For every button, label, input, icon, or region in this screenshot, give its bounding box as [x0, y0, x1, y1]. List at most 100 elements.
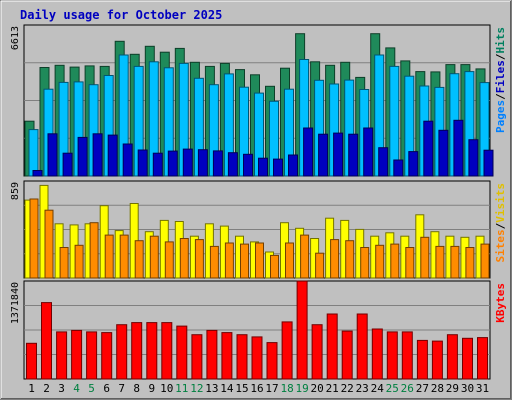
bar-sites-day-14	[224, 242, 234, 279]
bar-files-day-1	[28, 129, 39, 177]
x-tick-day-4: 4	[73, 382, 80, 395]
x-tick-labels: 1 2 3 4 5 6 7 8 9 10 11 12 13 14 15 16 17 18 19 20 21 22 23 24 2…	[28, 382, 489, 395]
panels-layer: 6613Pages/Files/Hits859Sites/Visits13718…	[10, 24, 507, 380]
bar-sites-day-20	[315, 252, 325, 279]
bar-sites-day-23	[360, 247, 370, 279]
bar-sites-day-25	[390, 243, 400, 279]
x-tick-day-24: 24	[371, 382, 385, 395]
x-tick-day-29: 29	[446, 382, 459, 395]
bar-kbytes-day-29	[446, 334, 458, 380]
bar-kbytes-day-30	[462, 337, 473, 380]
x-tick-day-18: 18	[280, 382, 293, 395]
bar-pages-day-16	[258, 157, 268, 177]
bar-pages-day-31	[483, 149, 494, 177]
bar-pages-day-18	[288, 154, 298, 177]
y-max-label-kbytes: 1371840	[10, 282, 21, 324]
legend-entry: Pages	[494, 100, 507, 133]
bar-kbytes-day-15	[236, 334, 248, 380]
bar-kbytes-day-3	[56, 331, 68, 380]
x-tick-day-8: 8	[133, 382, 140, 395]
bar-sites-day-13	[209, 245, 219, 279]
bar-kbytes-day-10	[161, 322, 173, 380]
bar-pages-day-19	[303, 127, 314, 177]
legend-hits-files-pages: Pages/Files/Hits	[494, 27, 507, 133]
bar-sites-day-6	[104, 234, 114, 279]
bar-sites-day-1	[29, 198, 39, 279]
bar-kbytes-day-8	[131, 322, 143, 380]
bar-pages-day-12	[197, 149, 208, 177]
x-tick-day-22: 22	[341, 382, 354, 395]
bar-kbytes-day-28	[431, 340, 443, 380]
bar-kbytes-day-5	[86, 331, 98, 380]
x-tick-day-20: 20	[310, 382, 323, 395]
x-tick-day-12: 12	[190, 382, 203, 395]
bar-sites-day-28	[435, 245, 445, 279]
bar-sites-day-11	[179, 238, 189, 279]
bar-kbytes-day-14	[221, 332, 233, 380]
bar-kbytes-day-17	[266, 342, 278, 380]
bar-kbytes-day-22	[341, 330, 353, 380]
x-tick-day-15: 15	[235, 382, 248, 395]
bar-sites-day-16	[255, 242, 264, 279]
panel-hits-files-pages: 6613 Pages/Files/Hits	[10, 24, 507, 177]
bar-sites-day-7	[119, 234, 129, 279]
bar-sites-day-27	[420, 236, 430, 279]
legend-entry: Sites	[494, 229, 507, 262]
bar-pages-day-13	[212, 150, 223, 177]
bar-pages-day-3	[62, 152, 73, 177]
bar-sites-day-4	[74, 244, 84, 279]
x-tick-day-5: 5	[88, 382, 95, 395]
x-tick-day-28: 28	[431, 382, 444, 395]
bar-sites-day-21	[330, 239, 340, 279]
x-tick-day-6: 6	[103, 382, 110, 395]
series-kbytes	[26, 280, 488, 380]
bar-pages-day-25	[393, 159, 404, 177]
panel-kbytes: 1371840 KBytes	[10, 280, 507, 380]
x-tick-day-25: 25	[386, 382, 399, 395]
bar-kbytes-day-4	[71, 329, 83, 380]
legend-entry: Visits	[494, 183, 507, 223]
x-tick-day-3: 3	[58, 382, 65, 395]
bar-pages-day-9	[152, 152, 163, 177]
bar-sites-day-8	[134, 240, 144, 279]
x-tick-day-14: 14	[220, 382, 234, 395]
bar-pages-day-7	[122, 143, 133, 177]
bar-pages-day-8	[137, 149, 148, 177]
bar-pages-day-15	[243, 153, 253, 177]
bar-sites-day-5	[89, 222, 99, 279]
bar-kbytes-day-24	[371, 328, 383, 380]
bar-sites-day-9	[149, 235, 159, 279]
x-tick-day-13: 13	[205, 382, 218, 395]
bar-kbytes-day-31	[477, 337, 488, 380]
x-tick-day-27: 27	[416, 382, 429, 395]
bar-pages-day-29	[453, 119, 464, 177]
x-tick-day-17: 17	[265, 382, 278, 395]
bar-pages-day-24	[378, 147, 389, 177]
y-max-label-hits-files-pages: 6613	[10, 26, 21, 50]
bar-sites-day-10	[164, 241, 174, 279]
bar-sites-day-22	[345, 240, 355, 279]
bar-kbytes-day-2	[41, 302, 52, 380]
bar-kbytes-day-6	[101, 332, 113, 380]
x-tick-day-10: 10	[160, 382, 173, 395]
x-tick-day-19: 19	[295, 382, 308, 395]
bar-sites-day-17	[270, 254, 279, 279]
x-tick-day-31: 31	[476, 382, 489, 395]
x-tick-day-7: 7	[118, 382, 125, 395]
bar-kbytes-day-16	[251, 336, 263, 380]
x-tick-day-26: 26	[401, 382, 414, 395]
bar-sites-day-31	[480, 243, 490, 279]
bar-pages-day-27	[423, 120, 434, 177]
legend-entry: KBytes	[494, 283, 507, 323]
bar-kbytes-day-27	[416, 339, 428, 380]
x-tick-day-16: 16	[250, 382, 263, 395]
x-tick-day-11: 11	[175, 382, 188, 395]
bar-pages-day-2	[47, 133, 58, 177]
x-tick-day-21: 21	[326, 382, 339, 395]
bar-pages-day-17	[273, 158, 283, 177]
panel-visits-sites: 859 Sites/Visits	[10, 180, 507, 279]
bar-sites-day-18	[285, 242, 294, 279]
bar-kbytes-day-21	[326, 313, 338, 380]
y-max-label-visits-sites: 859	[10, 182, 21, 200]
